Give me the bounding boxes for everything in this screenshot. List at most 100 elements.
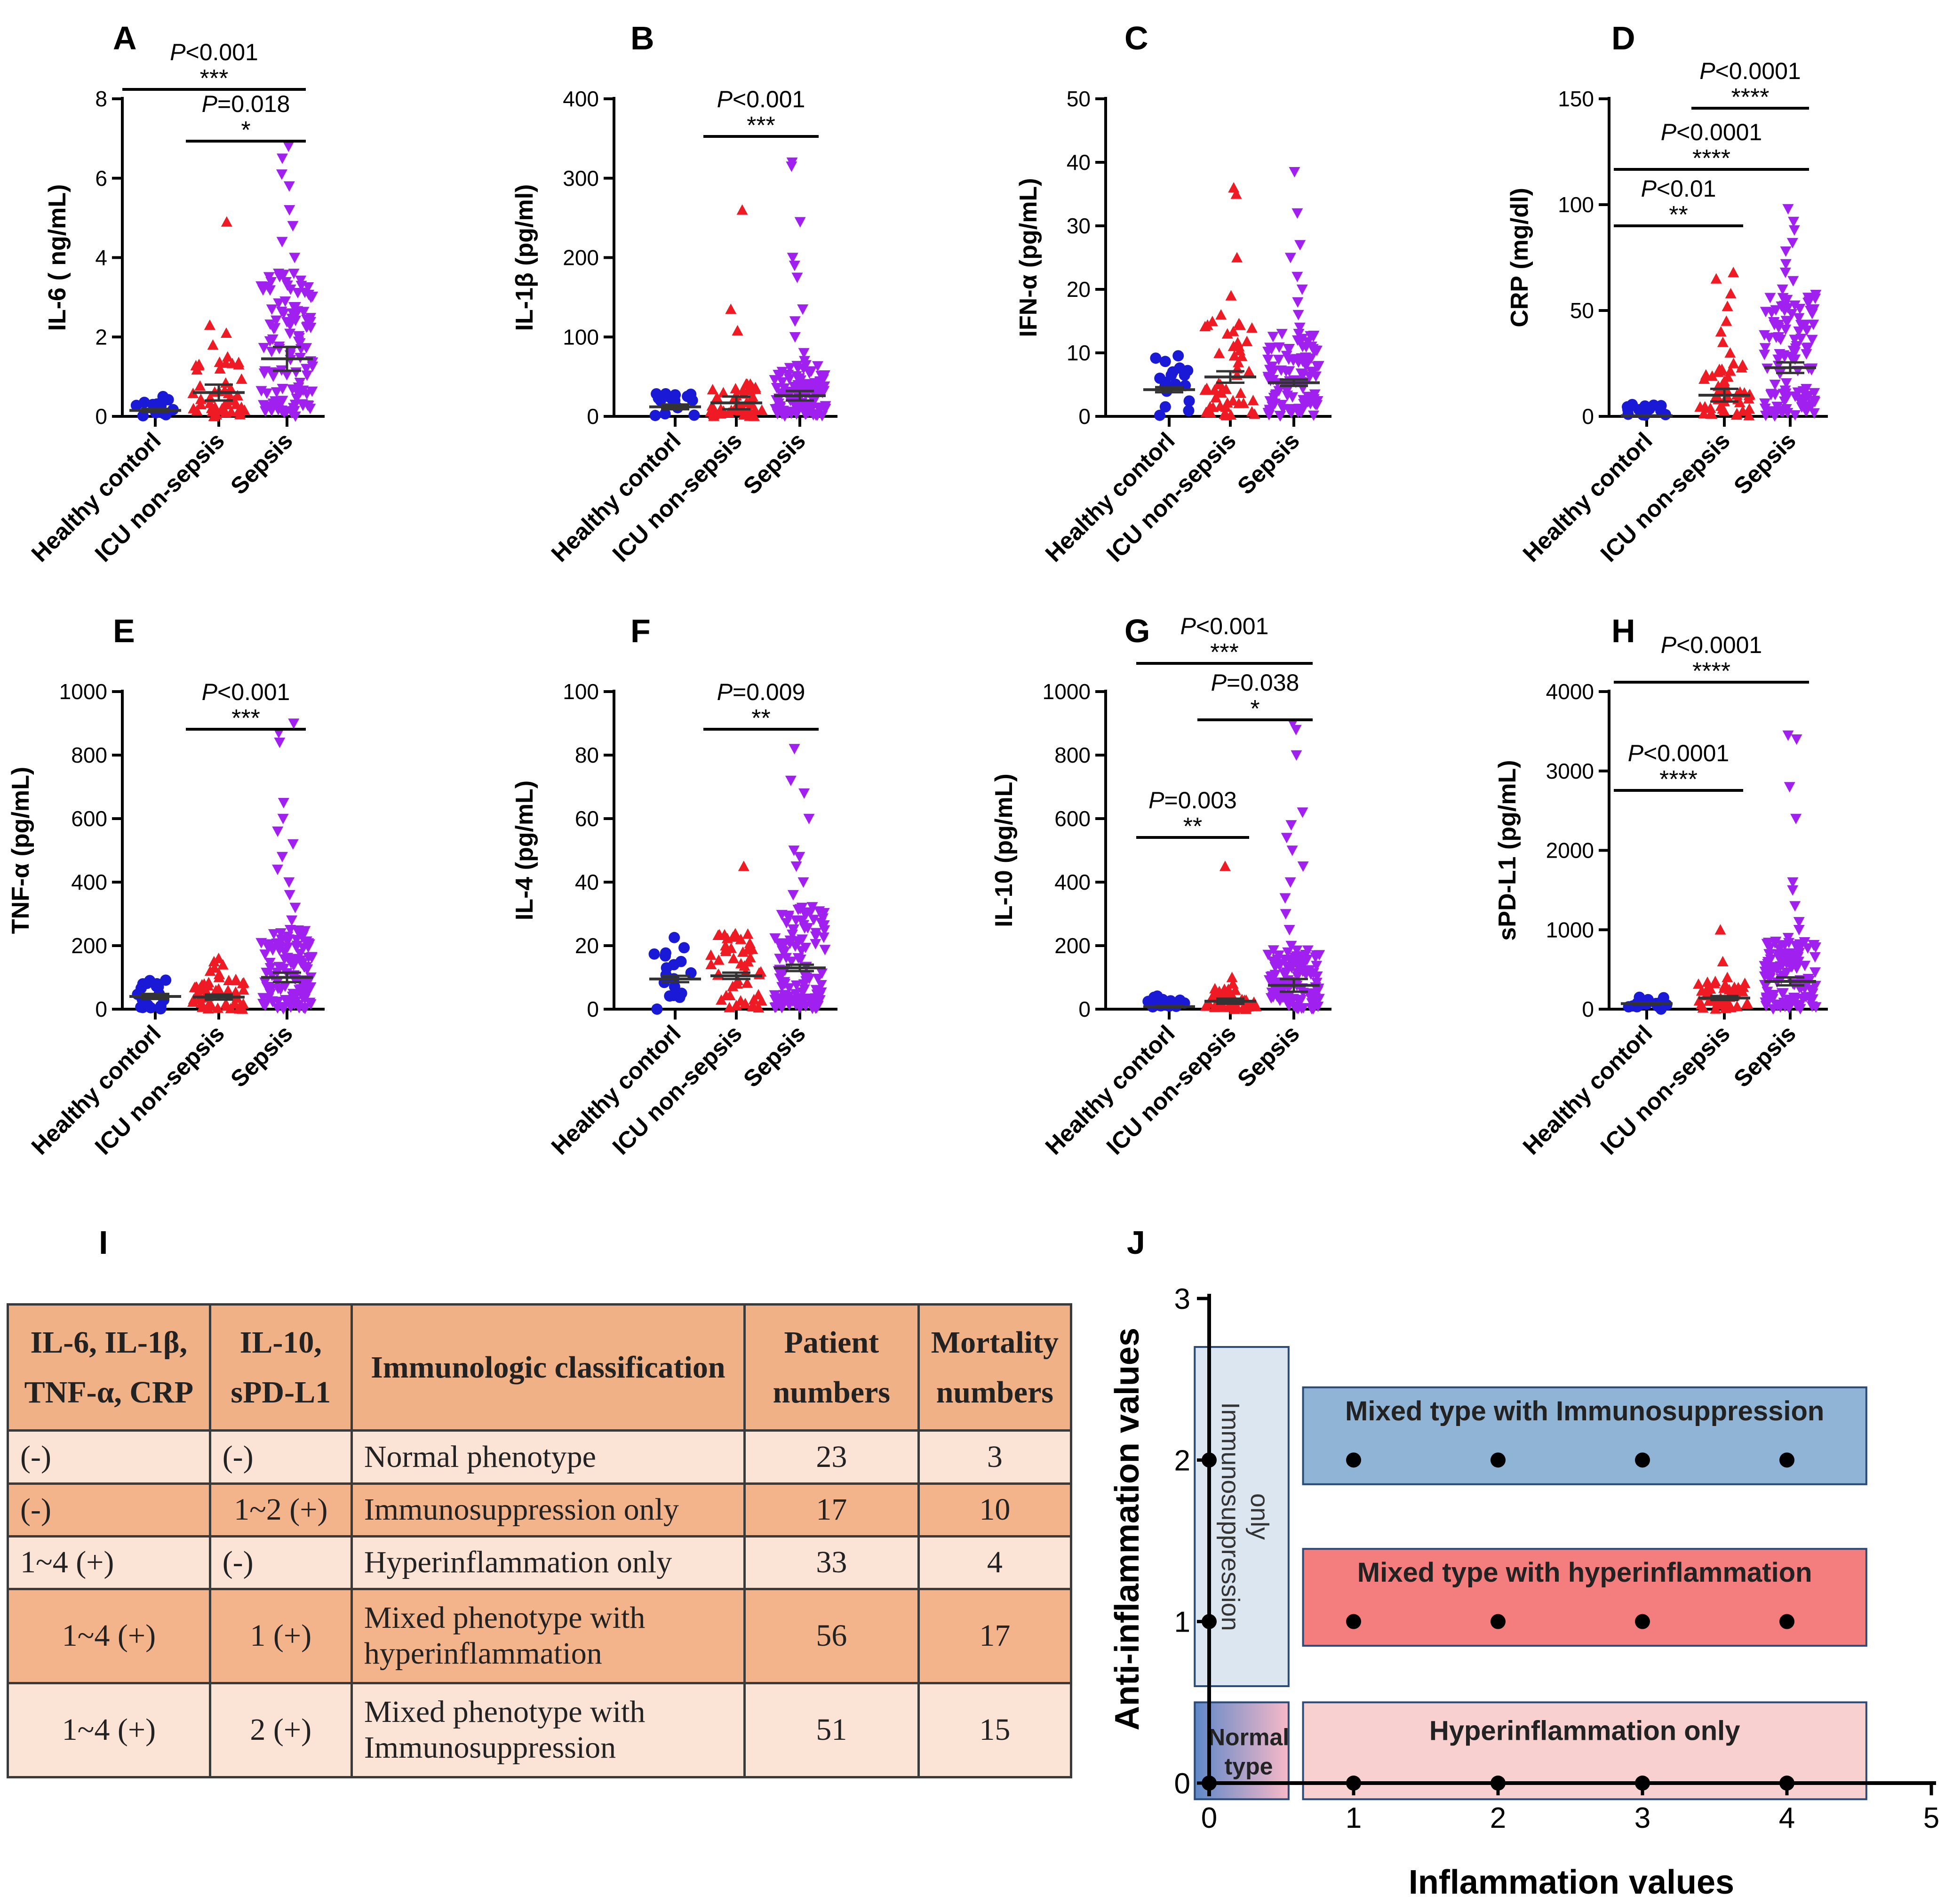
significance-stars: **** — [1692, 658, 1730, 685]
data-point — [1710, 273, 1722, 284]
data-point — [814, 383, 826, 394]
y-tick-label: 1000 — [59, 679, 107, 704]
x-tick-label: 2 — [1490, 1802, 1506, 1834]
header-mortality-numbers: Mortality numbers — [917, 1303, 1073, 1432]
table-cell: 56 — [743, 1587, 920, 1684]
p-value: =0.009 — [733, 679, 805, 705]
table-row: 1~4 (+) 1 (+) Mixed phenotype with hyper… — [7, 1587, 1073, 1684]
classification-table: IL-6, IL-1β, TNF-α, CRP IL-10, sPD-L1 Im… — [7, 1303, 1073, 1779]
table-cell: 2 (+) — [208, 1681, 353, 1779]
data-point — [756, 995, 767, 1006]
data-point — [1250, 1001, 1262, 1012]
data-point — [1806, 335, 1818, 345]
data-point — [1788, 992, 1800, 1004]
data-point — [717, 387, 729, 398]
data-point — [1655, 400, 1667, 412]
x-tick-label: Healthy contorl — [1518, 1020, 1658, 1160]
y-tick-label: 400 — [1054, 870, 1091, 894]
region-label: onlyImmunosuppression — [1216, 1402, 1274, 1631]
region-box — [1302, 1548, 1867, 1647]
data-point — [788, 845, 800, 856]
data-point — [724, 989, 736, 1001]
data-point — [1717, 336, 1729, 347]
x-tick-label: Sepsis — [225, 427, 298, 500]
x-tick-label: Healthy contorl — [1518, 427, 1658, 567]
data-point — [196, 997, 207, 1008]
data-point — [1287, 956, 1299, 967]
data-point — [306, 386, 318, 397]
p-value: <0.001 — [1196, 613, 1268, 639]
data-point — [1622, 408, 1634, 420]
significance-stars: *** — [200, 65, 229, 92]
data-point — [276, 934, 287, 945]
data-point — [1719, 980, 1730, 990]
p-value-label: P=0.018 — [202, 91, 290, 117]
table-cell: 1~4 (+) — [7, 1587, 211, 1684]
y-tick-label: 200 — [71, 933, 107, 958]
data-point — [1291, 951, 1303, 962]
data-point — [1795, 320, 1807, 331]
data-point — [1788, 216, 1800, 227]
data-point — [819, 925, 830, 936]
data-point — [1722, 371, 1734, 382]
y-tick-label: 4000 — [1546, 679, 1594, 704]
p-value: <0.001 — [186, 39, 258, 65]
data-point — [1790, 343, 1802, 354]
data-point — [263, 981, 275, 993]
data-point — [1809, 388, 1820, 398]
data-point — [651, 388, 662, 400]
data-point — [739, 997, 751, 1009]
panel-label: B — [630, 20, 654, 56]
data-point — [1279, 893, 1291, 904]
data-point — [214, 363, 226, 374]
data-point — [304, 997, 316, 1008]
data-point — [1209, 384, 1220, 395]
data-point — [725, 303, 737, 314]
data-point — [736, 204, 748, 215]
data-point — [770, 1002, 782, 1013]
data-point — [1346, 1776, 1361, 1791]
data-point — [1265, 375, 1276, 386]
data-point — [283, 142, 295, 152]
data-point — [301, 343, 312, 354]
data-point — [157, 395, 169, 406]
data-point — [1218, 1001, 1229, 1012]
data-point — [1760, 1001, 1772, 1012]
data-point — [1233, 341, 1245, 351]
data-point — [1292, 963, 1304, 973]
data-point — [1265, 993, 1277, 1004]
data-point — [1759, 350, 1770, 360]
data-point — [1305, 969, 1317, 980]
data-point — [1761, 939, 1773, 949]
data-point — [286, 915, 298, 926]
data-point — [238, 984, 249, 995]
data-point — [730, 390, 742, 401]
y-tick-label: 600 — [71, 806, 107, 831]
data-point — [1151, 990, 1163, 1002]
data-point — [1789, 410, 1801, 421]
table-cell: 1~2 (+) — [208, 1482, 353, 1538]
data-point — [1228, 326, 1239, 336]
y-tick-label: 10 — [1067, 341, 1091, 365]
data-point — [1643, 403, 1655, 415]
panel-label: E — [113, 613, 135, 649]
data-point — [1808, 319, 1819, 330]
data-point — [258, 343, 270, 354]
data-point — [1172, 350, 1184, 362]
data-point — [1243, 366, 1255, 376]
data-point — [284, 320, 296, 331]
data-point — [1298, 395, 1309, 406]
data-point — [1781, 948, 1793, 959]
data-point — [776, 993, 788, 1004]
x-tick-label: 3 — [1634, 1802, 1650, 1834]
data-point — [274, 737, 286, 748]
data-point — [782, 912, 794, 923]
y-tick-label: 600 — [1054, 806, 1091, 831]
data-point — [1736, 362, 1747, 373]
data-point — [255, 386, 267, 397]
data-point — [1729, 981, 1740, 992]
data-point — [685, 388, 697, 400]
